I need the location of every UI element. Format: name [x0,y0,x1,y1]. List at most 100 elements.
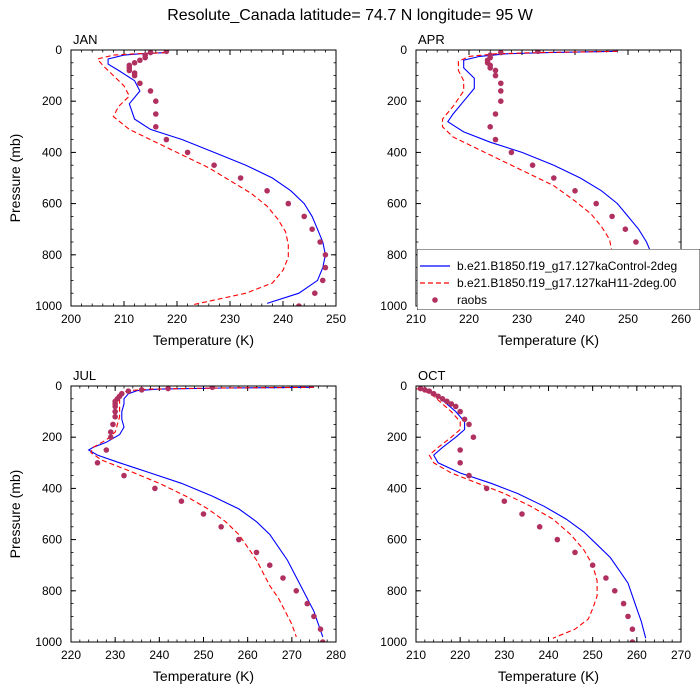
raobs-point [236,536,242,543]
raobs-point [211,162,217,168]
y-tick-label: 800 [42,248,62,262]
legend-label-h11: b.e21.B1850.f19_g17.127kaH11-2deg.00 [457,276,677,290]
y-tick-label: 0 [400,43,407,57]
y-tick-label: 800 [387,248,407,262]
legend-label-raobs: raobs [457,293,487,307]
x-axis-label: Temperature (K) [498,332,599,348]
raobs-point [483,485,490,492]
x-tick-label: 250 [618,312,638,326]
y-tick-label: 600 [387,197,407,211]
control-line [87,386,324,638]
raobs-point [457,460,463,466]
h11-line [416,388,598,639]
raobs-point [304,600,311,607]
raobs-point [137,57,143,64]
raobs-point [498,50,504,56]
x-axis-label: Temperature (K) [498,668,599,684]
y-tick-label: 400 [387,145,407,159]
x-tick-label: 220 [459,312,479,326]
x-tick-label: 250 [326,312,346,326]
raobs-point [103,447,110,453]
x-axis-label: Temperature (K) [153,332,254,348]
y-axis-label: Pressure (mb) [7,134,23,223]
x-tick-label: 260 [238,648,258,662]
raobs-point [430,390,437,397]
raobs-point [444,398,450,405]
raobs-point [121,472,127,479]
panel-jul: 220 230 240 250 260 270 280 0 200 400 600 800 1000 JU… [7,368,346,684]
raobs-point [417,386,424,392]
raobs-point [322,252,329,258]
raobs-point [622,226,629,232]
y-tick-label: 0 [400,379,407,393]
raobs-point [492,136,499,143]
x-tick-label: 210 [114,312,134,326]
raobs-point [112,403,118,410]
raobs-point [110,421,116,428]
raobs-point [163,136,170,143]
y-axis-label: Pressure (mb) [7,470,23,559]
raobs-point [457,408,463,415]
raobs-point [498,88,504,94]
y-tick-label: 600 [42,197,62,211]
raobs-point [163,50,170,55]
raobs-point [301,213,308,220]
raobs-point [629,626,636,632]
panel-apr: 210 220 230 240 250 260 0 200 400 600 800 1000 APR Te… [380,32,691,348]
x-tick-label: 230 [512,312,532,326]
series-group [87,386,326,642]
raobs-point [94,460,101,466]
raobs-point [498,80,504,87]
raobs-point [237,175,244,181]
y-tick-label: 800 [42,584,62,598]
legend-raobs-swatch [432,297,438,303]
raobs-point [492,67,499,74]
x-tick-label: 230 [105,648,125,662]
x-tick-label: 210 [406,312,426,326]
x-tick-label: 270 [282,648,302,662]
raobs-point [152,485,158,492]
raobs-point [551,175,557,181]
control-line [420,388,647,639]
raobs-point [501,498,508,505]
raobs-point [593,200,599,207]
y-tick-label: 400 [42,145,62,159]
raobs-point [293,588,300,594]
raobs-point [309,226,315,232]
raobs-point [312,290,318,297]
h11-line [96,52,289,306]
raobs-point [461,416,468,423]
raobs-point [554,536,561,543]
raobs-point [422,387,428,393]
raobs-point [492,72,499,79]
raobs-point [112,408,118,415]
x-tick-label: 260 [671,312,691,326]
panel-title: JUL [73,368,96,383]
raobs-point [322,264,329,271]
raobs-point [620,600,627,607]
raobs-point [153,98,159,104]
raobs-point [487,124,494,130]
raobs-point [319,277,326,284]
raobs-point [126,67,133,74]
raobs-point [609,213,615,220]
x-tick-label: 220 [450,648,470,662]
raobs-point [470,434,477,441]
x-tick-label: 250 [193,648,213,662]
y-tick-label: 400 [387,481,407,495]
raobs-point [218,524,224,530]
panel-title: OCT [418,368,446,383]
raobs-point [125,388,132,394]
raobs-point [165,386,171,392]
x-tick-label: 260 [627,648,647,662]
raobs-point [178,498,185,505]
raobs-point [317,239,323,245]
x-tick-label: 240 [149,648,169,662]
raobs-point [296,303,302,306]
y-tick-label: 600 [387,533,407,547]
y-tick-label: 200 [42,94,62,108]
raobs-point [131,60,138,66]
raobs-point [519,511,525,517]
panel-oct: 210 220 230 240 250 260 270 0 200 400 600 800 1000 OC… [380,368,691,684]
raobs-point [572,188,578,194]
